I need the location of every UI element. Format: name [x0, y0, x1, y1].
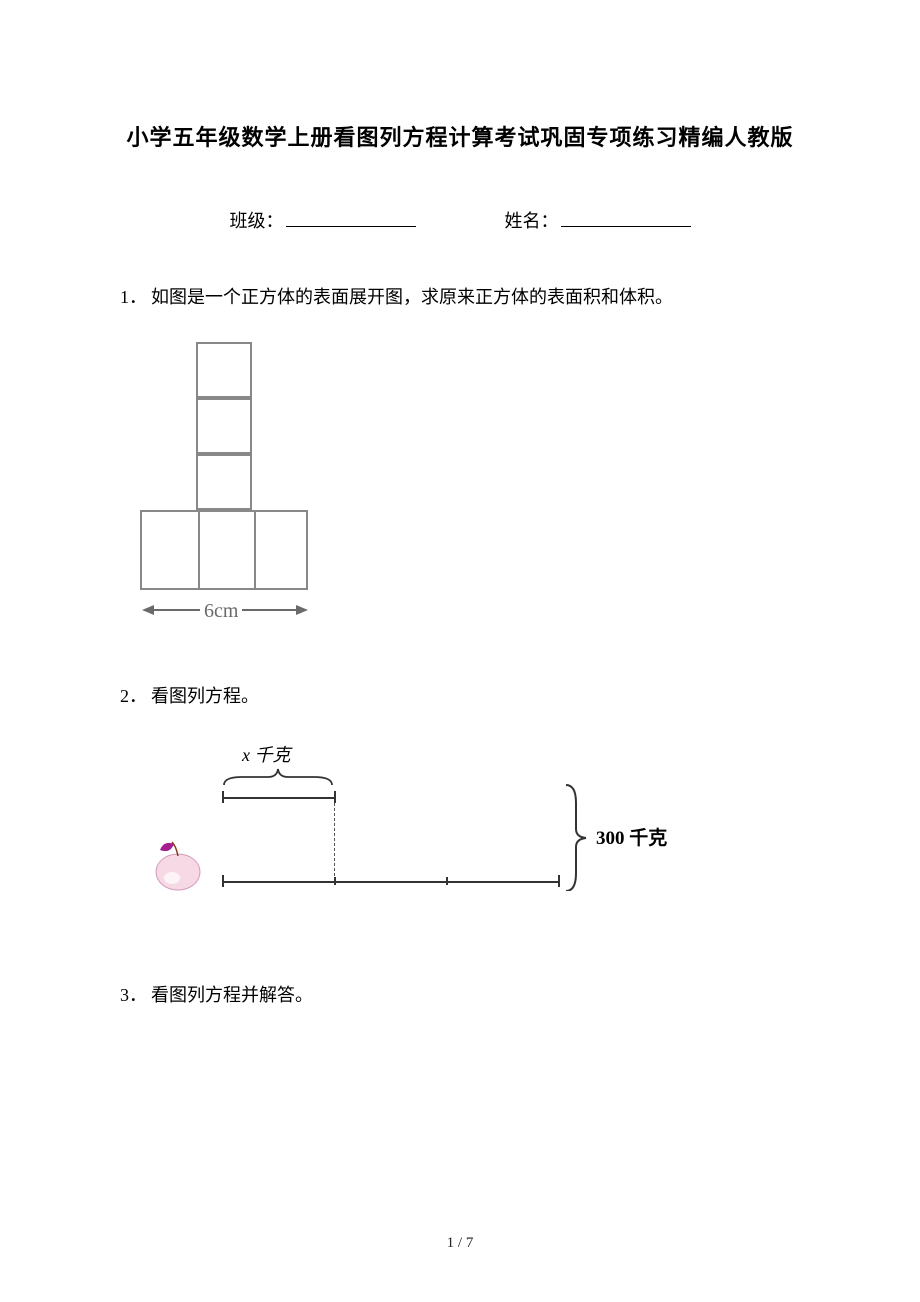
x-symbol: x [242, 745, 250, 765]
tick [558, 875, 560, 887]
question-number: 2． [120, 686, 147, 706]
segment-bar-top [222, 797, 334, 799]
figure-cube-net: 6cm [140, 342, 360, 642]
figure-equation-diagram: x 千克 300 千克 [150, 741, 750, 941]
document-title: 小学五年级数学上册看图列方程计算考试巩固专项练习精编人教版 [120, 120, 800, 152]
class-blank[interactable] [286, 209, 416, 227]
name-blank[interactable] [561, 209, 691, 227]
curly-bracket-top [222, 767, 334, 787]
x-unit: 千克 [255, 745, 291, 765]
question-text: 看图列方程并解答。 [151, 985, 313, 1005]
tick [222, 875, 224, 887]
question-2: 2．看图列方程。 [120, 682, 800, 711]
net-cell [196, 398, 252, 454]
segment-bar-bottom [222, 881, 558, 883]
x-variable-label: x 千克 [242, 741, 291, 767]
net-cell [196, 342, 252, 398]
question-text: 看图列方程。 [151, 686, 259, 706]
class-label: 班级： [230, 211, 284, 231]
page-number: 1 / 7 [0, 1235, 920, 1252]
net-row [140, 510, 308, 590]
curly-brace-right [562, 783, 588, 891]
question-1: 1．如图是一个正方体的表面展开图，求原来正方体的表面积和体积。 [120, 283, 800, 312]
question-number: 1． [120, 287, 147, 307]
tick [334, 791, 336, 803]
dimension-label: 6cm [200, 600, 242, 623]
dashed-guide [334, 803, 335, 881]
apple-icon [150, 836, 206, 892]
tick [446, 877, 448, 885]
question-number: 3． [120, 985, 147, 1005]
total-weight-label: 300 千克 [596, 823, 667, 850]
student-info-line: 班级： 姓名： [120, 207, 800, 233]
tick [334, 877, 336, 885]
question-text: 如图是一个正方体的表面展开图，求原来正方体的表面积和体积。 [151, 287, 673, 307]
question-3: 3．看图列方程并解答。 [120, 981, 800, 1010]
name-label: 姓名： [505, 211, 559, 231]
net-cell [196, 454, 252, 510]
document-page: 小学五年级数学上册看图列方程计算考试巩固专项练习精编人教版 班级： 姓名： 1．… [0, 0, 920, 1302]
tick [222, 791, 224, 803]
